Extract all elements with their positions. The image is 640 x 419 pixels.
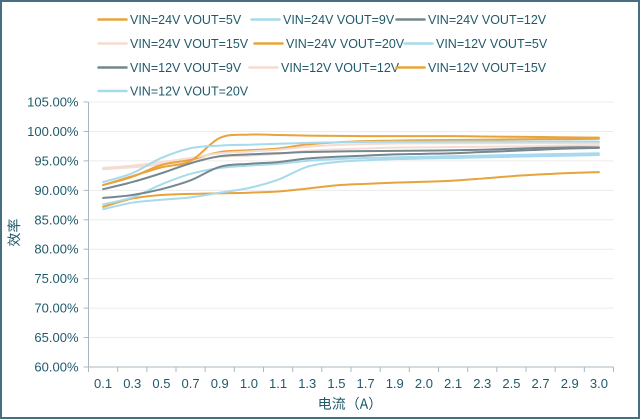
svg-text:0.7: 0.7 (182, 376, 200, 391)
svg-text:2.1: 2.1 (444, 376, 462, 391)
svg-text:2.3: 2.3 (473, 376, 491, 391)
svg-text:80.00%: 80.00% (34, 242, 79, 257)
svg-text:VIN=24V VOUT=15V: VIN=24V VOUT=15V (130, 37, 249, 51)
svg-text:0.3: 0.3 (123, 376, 141, 391)
svg-text:1.1: 1.1 (269, 376, 287, 391)
svg-text:VIN=24V VOUT=9V: VIN=24V VOUT=9V (283, 13, 395, 27)
svg-text:70.00%: 70.00% (34, 301, 79, 316)
svg-text:3.0: 3.0 (590, 376, 608, 391)
svg-text:1.3: 1.3 (298, 376, 316, 391)
svg-text:105.00%: 105.00% (27, 95, 79, 110)
svg-text:75.00%: 75.00% (34, 271, 79, 286)
svg-text:2.7: 2.7 (532, 376, 550, 391)
svg-text:VIN=12V VOUT=12V: VIN=12V VOUT=12V (281, 61, 400, 75)
svg-text:2.9: 2.9 (561, 376, 579, 391)
svg-text:85.00%: 85.00% (34, 212, 79, 227)
svg-text:1.0: 1.0 (240, 376, 258, 391)
svg-text:VIN=12V VOUT=5V: VIN=12V VOUT=5V (436, 37, 548, 51)
svg-text:VIN=12V VOUT=9V: VIN=12V VOUT=9V (130, 61, 242, 75)
svg-text:1.7: 1.7 (357, 376, 375, 391)
svg-text:0.1: 0.1 (94, 376, 112, 391)
svg-text:VIN=12V VOUT=15V: VIN=12V VOUT=15V (428, 61, 547, 75)
svg-text:0.9: 0.9 (211, 376, 229, 391)
svg-text:VIN=24V VOUT=5V: VIN=24V VOUT=5V (130, 13, 242, 27)
svg-text:2.0: 2.0 (415, 376, 433, 391)
svg-text:65.00%: 65.00% (34, 330, 79, 345)
svg-text:60.00%: 60.00% (34, 360, 79, 375)
svg-text:VIN=24V VOUT=12V: VIN=24V VOUT=12V (428, 13, 547, 27)
svg-text:2.5: 2.5 (502, 376, 520, 391)
svg-text:0.5: 0.5 (152, 376, 170, 391)
svg-text:1.5: 1.5 (327, 376, 345, 391)
svg-text:VIN=12V VOUT=20V: VIN=12V VOUT=20V (130, 85, 249, 99)
svg-text:100.00%: 100.00% (27, 124, 79, 139)
svg-text:95.00%: 95.00% (34, 153, 79, 168)
svg-text:VIN=24V VOUT=20V: VIN=24V VOUT=20V (286, 37, 405, 51)
svg-text:90.00%: 90.00% (34, 183, 79, 198)
svg-text:1.9: 1.9 (386, 376, 404, 391)
